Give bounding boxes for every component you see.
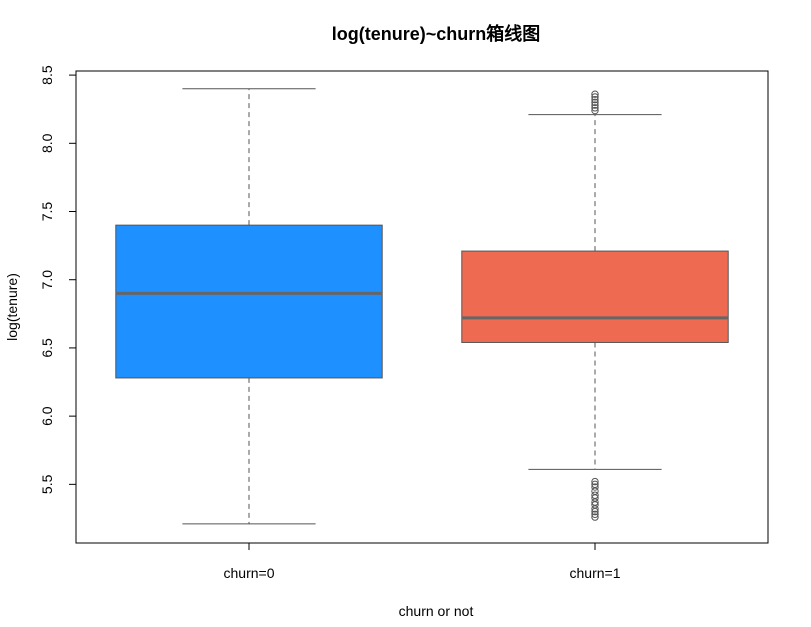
box-churn=1 bbox=[461, 90, 729, 521]
outlier-point bbox=[591, 477, 599, 486]
outlier-point bbox=[591, 483, 599, 491]
y-tick-label: 8.5 bbox=[39, 65, 55, 85]
y-tick-label: 6.5 bbox=[39, 338, 55, 358]
box-series bbox=[115, 88, 729, 525]
y-tick-label: 8.0 bbox=[39, 133, 55, 153]
box-iqr bbox=[461, 250, 729, 343]
x-axis: churn=0 churn=1 bbox=[224, 542, 621, 581]
outlier-point bbox=[591, 510, 599, 519]
outlier-point bbox=[591, 95, 599, 104]
y-tick-label: 7.5 bbox=[39, 202, 55, 222]
box-iqr bbox=[115, 224, 383, 379]
outlier-point bbox=[591, 480, 599, 489]
y-tick-label: 6.0 bbox=[39, 406, 55, 426]
box-churn=0 bbox=[115, 88, 383, 525]
x-axis-label: churn or not bbox=[399, 603, 474, 619]
y-axis-label: log(tenure) bbox=[4, 273, 20, 341]
x-tick-label: churn=1 bbox=[570, 565, 621, 581]
outlier-point bbox=[591, 106, 599, 115]
outlier-point bbox=[591, 513, 599, 521]
outlier-point bbox=[591, 104, 599, 112]
outlier-point bbox=[591, 491, 599, 499]
outlier-point bbox=[591, 101, 599, 109]
x-tick-label: churn=0 bbox=[224, 565, 275, 581]
y-axis: 5.5 6.0 6.5 7.0 7.5 8.0 8.5 bbox=[39, 65, 77, 494]
outlier-point bbox=[591, 98, 599, 107]
chart-title: log(tenure)~churn箱线图 bbox=[332, 23, 541, 44]
outlier-point bbox=[591, 90, 599, 98]
outlier-point bbox=[591, 93, 599, 101]
y-tick-label: 7.0 bbox=[39, 270, 55, 290]
y-tick-label: 5.5 bbox=[39, 474, 55, 494]
